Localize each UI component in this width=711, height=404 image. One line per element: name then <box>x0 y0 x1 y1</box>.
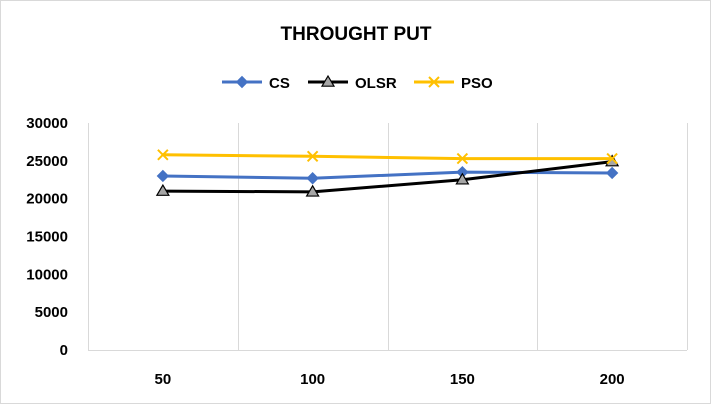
y-tick-label: 25000 <box>26 153 68 170</box>
legend-item-olsr: OLSR <box>308 74 397 92</box>
triangle-icon <box>455 172 470 185</box>
y-tick-label: 15000 <box>26 229 68 246</box>
legend-label: OLSR <box>355 75 397 92</box>
x-mark-icon <box>456 152 469 165</box>
x-tick-label: 200 <box>600 371 625 388</box>
x-tick-label: 100 <box>300 371 325 388</box>
triangle-icon <box>305 184 320 197</box>
legend-label: PSO <box>461 75 493 92</box>
x-mark-icon <box>428 76 440 88</box>
x-tick-label: 50 <box>155 371 172 388</box>
series-line-cs <box>162 170 613 180</box>
series-line-pso <box>162 153 613 161</box>
y-tick-label: 20000 <box>26 191 68 208</box>
chart-title: THROUGHT PUT <box>281 24 432 45</box>
y-tick-label: 5000 <box>35 304 68 321</box>
diamond-icon <box>235 75 249 89</box>
diamond-icon <box>306 172 319 185</box>
x-mark-icon <box>606 152 618 165</box>
plot-area: 0 5000 10000 15000 20000 25000 30000 50 100 150 20… <box>26 115 688 388</box>
y-tick-label: 30000 <box>26 115 68 132</box>
x-mark-icon <box>306 150 319 163</box>
diamond-icon <box>605 166 619 180</box>
legend-item-cs: CS <box>222 75 290 92</box>
y-tick-label: 0 <box>60 342 68 359</box>
legend: CS OLSR PSO <box>222 74 493 92</box>
legend-item-pso: PSO <box>414 75 493 92</box>
series-line-olsr <box>162 160 613 194</box>
x-mark-icon <box>157 149 169 161</box>
x-tick-label: 150 <box>450 371 475 388</box>
triangle-icon <box>155 183 170 196</box>
diamond-icon <box>156 169 170 183</box>
triangle-icon <box>320 74 336 87</box>
y-tick-label: 10000 <box>26 266 68 283</box>
legend-label: CS <box>269 75 290 92</box>
